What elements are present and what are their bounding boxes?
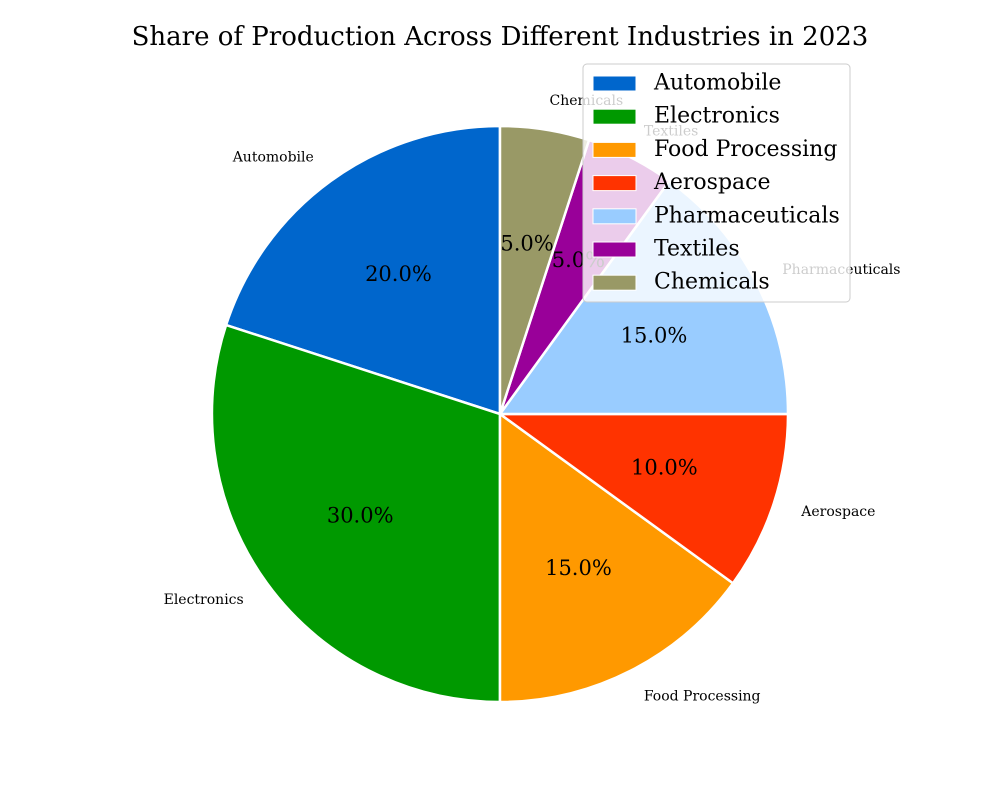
category-label-electronics: Electronics bbox=[164, 592, 244, 608]
legend-label-chemicals: Chemicals bbox=[654, 270, 770, 295]
legend-swatch-electronics bbox=[592, 108, 637, 125]
legend-swatch-textiles bbox=[592, 241, 637, 258]
percent-label-automobile: 20.0% bbox=[365, 262, 432, 286]
legend-label-food-processing: Food Processing bbox=[654, 137, 837, 162]
percent-label-aerospace: 10.0% bbox=[631, 455, 698, 479]
percent-label-chemicals: 5.0% bbox=[500, 231, 553, 255]
legend-label-pharmaceuticals: Pharmaceuticals bbox=[654, 203, 840, 228]
legend-swatch-aerospace bbox=[592, 175, 637, 192]
pie-slice-electronics bbox=[210, 323, 502, 704]
legend-swatch-chemicals bbox=[592, 274, 637, 291]
legend-swatch-automobile bbox=[592, 75, 637, 92]
chart-title: Share of Production Across Different Ind… bbox=[132, 22, 869, 52]
legend-label-automobile: Automobile bbox=[653, 71, 781, 96]
pie-slice-food-processing bbox=[498, 412, 735, 704]
pie-slice-aerospace bbox=[498, 412, 790, 585]
legend-swatch-food-processing bbox=[592, 141, 637, 158]
category-label-aerospace: Aerospace bbox=[800, 504, 875, 520]
legend: Automobile Electronics Food Processing Aero… bbox=[582, 63, 851, 303]
legend-label-textiles: Textiles bbox=[654, 237, 740, 262]
percent-label-pharmaceuticals: 15.0% bbox=[621, 324, 688, 348]
legend-label-electronics: Electronics bbox=[654, 104, 780, 129]
percent-label-electronics: 30.0% bbox=[327, 504, 394, 528]
category-label-food-processing: Food Processing bbox=[644, 688, 761, 704]
legend-box bbox=[582, 63, 851, 303]
percent-label-food-processing: 15.0% bbox=[545, 556, 612, 580]
category-label-automobile: Automobile bbox=[232, 150, 314, 166]
legend-label-aerospace: Aerospace bbox=[653, 170, 771, 195]
legend-swatch-pharmaceuticals bbox=[592, 208, 637, 225]
pie-slice-automobile bbox=[224, 124, 502, 416]
